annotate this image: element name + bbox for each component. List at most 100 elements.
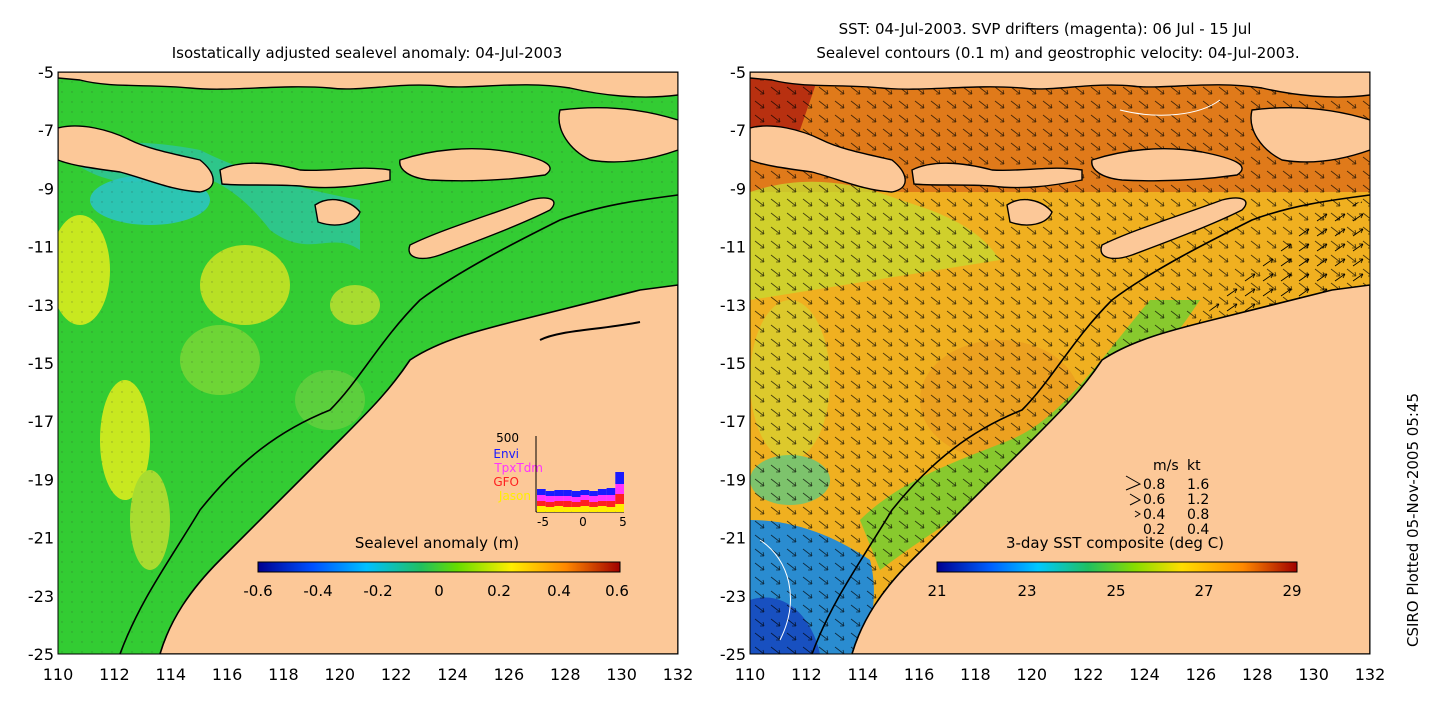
velocity-arrow-icon [1134,510,1141,518]
y-axis-label: -9 [730,179,746,198]
x-axis-label: 122 [381,665,412,684]
left-panel-title: Isostatically adjusted sealevel anomaly:… [172,44,563,62]
x-axis-label: 114 [847,665,878,684]
y-axis-label: -13 [720,296,746,315]
sst-tick: 25 [1106,582,1125,600]
y-axis-label: -21 [28,529,54,548]
sst-colorbar-label: 3-day SST composite (deg C) [1006,534,1224,552]
histogram-bar-segment [537,506,546,512]
right-panel-title-line2: Sealevel contours (0.1 m) and geostrophi… [816,44,1299,62]
histogram-bar-segment [537,495,546,501]
sla-tick: 0.6 [605,582,629,600]
histogram-bar-segment [563,490,572,496]
sst-tick: 27 [1194,582,1213,600]
histogram-bar-segment [554,496,564,501]
histogram-bar-segment [545,496,555,502]
land-east-islands [1250,107,1370,163]
velocity-arrow-icon [1129,493,1142,506]
histogram-bar-segment [571,502,581,507]
y-axis-label: -5 [730,63,746,82]
histogram-bar-segment [537,489,546,495]
histogram-bars [537,472,624,512]
histogram-bar-segment [554,506,564,512]
sst-colorbar-ticks: 21 23 25 27 29 [927,582,1301,600]
y-axis-label: -17 [28,412,54,431]
y-axis-label: -11 [720,238,746,257]
histogram-bar-segment [545,502,555,507]
histogram-bar-segment [615,472,624,484]
x-axis-label: 130 [606,665,637,684]
histogram-bar-segment [615,504,624,512]
land-lombok-sumbawa [219,162,391,189]
y-axis-label: -11 [28,238,54,257]
land-java-bali [750,125,906,193]
x-axis-label: 118 [268,665,299,684]
legend-gfo: GFO [493,475,519,489]
x-axis-label: 130 [1298,665,1329,684]
x-axis-label: 124 [1129,665,1160,684]
altimeter-histogram: 500 Envi TpxTdm GFO Jason -5 0 5 [493,431,627,529]
x-axis-label: 132 [1355,665,1386,684]
legend-tpxtdm: TpxTdm [493,461,543,475]
velocity-legend-kt: 1.6 [1187,477,1209,493]
y-axis-label: -9 [38,179,54,198]
x-axis-label: 126 [494,665,525,684]
sst-tick: 21 [927,582,946,600]
histogram-bar-segment [589,502,598,507]
sst-colorbar [936,561,1298,573]
histogram-xtick: 0 [579,515,587,529]
x-axis-label: 122 [1073,665,1104,684]
y-axis-label: -23 [720,587,746,606]
shelf-contour [811,194,1370,654]
histogram-bar-segment [589,507,598,512]
x-axis-label: 116 [212,665,243,684]
land-timor [408,197,555,260]
velocity-legend-kt: 1.2 [1187,492,1209,508]
y-axis-label: -15 [28,354,54,373]
histogram-bar-segment [597,489,607,495]
histogram-bar-segment [606,507,616,512]
x-axis-label: 112 [99,665,130,684]
sla-tick: -0.4 [303,582,332,600]
land-flores [399,148,551,182]
histogram-bar-segment [563,501,572,507]
histogram-bar-segment [571,507,581,512]
velocity-legend: m/s kt 0.8 1.6 0.6 1.2 0.4 0.8 0.2 0.4 [1125,458,1209,538]
shelf-contour [119,194,678,654]
sla-colorbar-label: Sealevel anomaly (m) [355,534,519,552]
right-map-frame [749,71,1371,655]
histogram-xtick: 5 [619,515,627,529]
sla-tick: -0.6 [243,582,272,600]
x-axis-label: 128 [550,665,581,684]
x-axis-label: 126 [1186,665,1217,684]
y-axis-label: -17 [720,412,746,431]
histogram-bar-segment [571,497,581,502]
histogram-bar-segment [589,491,598,496]
x-axis-label: 120 [1017,665,1048,684]
x-axis-label: 120 [325,665,356,684]
histogram-bar-segment [580,506,590,512]
velocity-legend-ms-header: m/s [1153,458,1179,474]
y-axis-label: -13 [28,296,54,315]
x-axis-label: 112 [791,665,822,684]
legend-envi: Envi [493,447,519,461]
histogram-xtick: -5 [537,515,549,529]
sla-colorbar [257,561,621,573]
sla-colorbar-ticks: -0.6 -0.4 -0.2 0 0.2 0.4 0.6 [243,582,629,600]
sla-tick: 0.4 [547,582,571,600]
credit-text: CSIRO Plotted 05-Nov-2005 05:45 [1404,393,1422,647]
velocity-legend-ms: 0.6 [1143,492,1165,508]
y-axis-label: -23 [28,587,54,606]
x-axis-label: 124 [437,665,468,684]
histogram-bar-segment [615,484,624,494]
histogram-bar-segment [571,491,581,497]
histogram-bar-segment [563,507,572,512]
land-north [58,72,678,98]
land-lombok-sumbawa [911,162,1083,189]
y-axis-label: -21 [720,529,746,548]
sla-tick: 0 [434,582,444,600]
velocity-legend-kt: 0.8 [1187,507,1209,523]
x-axis-label: 110 [43,665,74,684]
